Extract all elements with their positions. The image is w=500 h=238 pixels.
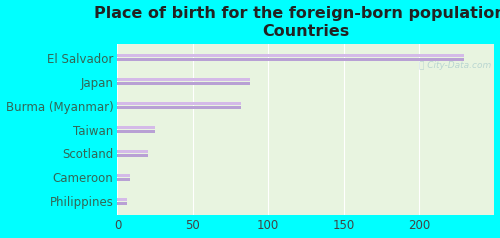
Bar [118,174,130,177]
Bar [118,126,155,129]
Bar [118,82,250,85]
Bar [118,78,250,81]
Bar [118,154,148,157]
Bar [118,130,155,133]
Bar [118,54,465,57]
Bar [118,202,126,205]
Bar [118,198,126,201]
Bar [118,150,148,153]
Bar [118,58,465,61]
Bar [118,102,241,105]
Bar [118,178,130,181]
Text: Ⓐ City-Data.com: Ⓐ City-Data.com [419,61,492,70]
Bar [118,106,241,109]
Title: Place of birth for the foreign-born population -
Countries: Place of birth for the foreign-born popu… [94,5,500,39]
